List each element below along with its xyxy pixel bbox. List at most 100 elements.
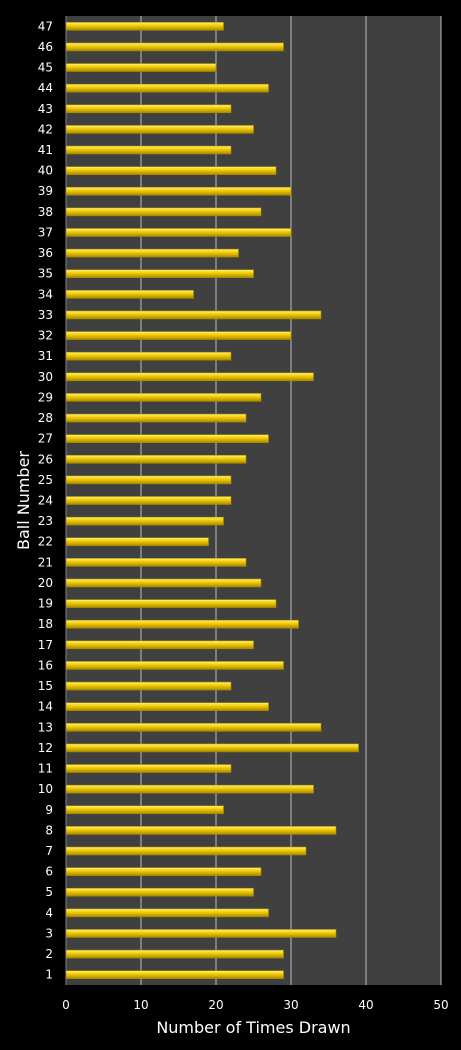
y-tick-label: 31: [38, 349, 53, 363]
bar-ball-12: [65, 743, 359, 753]
y-tick-label: 41: [38, 143, 53, 157]
y-tick-label: 21: [38, 555, 53, 569]
y-tick-label: 9: [45, 803, 53, 817]
bar-ball-1: [65, 970, 284, 979]
y-tick-label: 45: [38, 61, 53, 75]
y-tick-label: 2: [45, 947, 53, 961]
bar-ball-39: [65, 186, 292, 196]
x-tick-label: 0: [62, 998, 70, 1012]
bar-ball-19: [65, 599, 277, 608]
x-tick-label: 40: [358, 998, 373, 1012]
y-tick-label: 24: [38, 494, 53, 508]
bar-ball-40: [65, 166, 277, 175]
bar-ball-16: [65, 661, 284, 670]
y-tick-label: 32: [38, 329, 53, 343]
bar-ball-24: [65, 496, 232, 505]
bar-ball-35: [65, 269, 254, 279]
y-tick-label: 17: [38, 638, 53, 652]
bar-ball-37: [65, 228, 292, 237]
y-tick-label: 33: [38, 308, 53, 322]
y-tick-label: 36: [38, 246, 53, 260]
bar-ball-10: [65, 784, 314, 794]
y-tick-label: 38: [38, 205, 53, 219]
y-tick-label: 16: [38, 658, 53, 672]
y-tick-label: 29: [38, 390, 53, 404]
y-tick-label: 6: [45, 865, 53, 879]
y-tick-label: 42: [38, 122, 53, 136]
bar-ball-4: [65, 908, 269, 918]
bar-ball-42: [65, 125, 254, 134]
y-axis-title: Ball Number: [14, 451, 33, 550]
y-tick-label: 3: [45, 926, 53, 940]
x-tick-label: 10: [133, 998, 148, 1012]
bar-ball-45: [65, 63, 217, 72]
y-tick-label: 8: [45, 823, 53, 837]
y-tick-label: 25: [38, 473, 53, 487]
bar-ball-31: [65, 351, 232, 361]
bar-ball-29: [65, 393, 262, 402]
y-tick-label: 39: [38, 184, 53, 198]
y-tick-label: 40: [38, 164, 53, 178]
y-tick-label: 11: [38, 762, 53, 776]
bar-ball-18: [65, 619, 299, 629]
bar-ball-32: [65, 331, 292, 340]
bar-ball-20: [65, 578, 262, 588]
bar-ball-33: [65, 310, 322, 320]
y-tick-label: 47: [38, 19, 53, 33]
bar-ball-34: [65, 290, 194, 299]
y-tick-label: 4: [45, 906, 53, 920]
bar-ball-5: [65, 887, 254, 897]
y-tick-label: 37: [38, 225, 53, 239]
bar-ball-3: [65, 929, 337, 938]
y-tick-labels: 1234567891011121314151617181920212223242…: [38, 19, 53, 981]
bars: [65, 22, 359, 979]
y-tick-label: 26: [38, 452, 53, 466]
y-tick-label: 15: [38, 679, 53, 693]
y-tick-label: 34: [38, 287, 53, 301]
bar-ball-9: [65, 805, 224, 815]
bar-ball-27: [65, 434, 269, 443]
y-tick-label: 28: [38, 411, 53, 425]
y-tick-label: 44: [38, 81, 53, 95]
y-tick-label: 30: [38, 370, 53, 384]
y-tick-label: 13: [38, 720, 53, 734]
bar-ball-6: [65, 867, 262, 876]
bar-ball-25: [65, 475, 232, 485]
bar-ball-46: [65, 42, 284, 52]
x-tick-label: 20: [208, 998, 223, 1012]
bar-ball-17: [65, 640, 254, 650]
bar-ball-47: [65, 22, 224, 31]
bar-ball-22: [65, 537, 209, 547]
x-axis-title: Number of Times Drawn: [156, 1018, 350, 1037]
bar-ball-23: [65, 516, 224, 526]
y-tick-label: 20: [38, 576, 53, 590]
y-tick-label: 12: [38, 741, 53, 755]
y-tick-label: 22: [38, 535, 53, 549]
bar-ball-11: [65, 764, 232, 773]
bar-ball-13: [65, 722, 322, 732]
y-tick-label: 23: [38, 514, 53, 528]
y-tick-label: 43: [38, 102, 53, 116]
y-tick-label: 46: [38, 40, 53, 54]
bar-ball-26: [65, 454, 247, 464]
y-tick-label: 10: [38, 782, 53, 796]
bar-ball-43: [65, 104, 232, 114]
bar-ball-41: [65, 145, 232, 155]
y-tick-label: 18: [38, 617, 53, 631]
x-tick-label: 30: [283, 998, 298, 1012]
y-tick-label: 35: [38, 267, 53, 281]
bar-ball-8: [65, 826, 337, 835]
bar-ball-15: [65, 681, 232, 691]
bar-ball-7: [65, 846, 307, 856]
bar-ball-2: [65, 949, 284, 959]
bar-ball-21: [65, 558, 247, 567]
y-tick-label: 5: [45, 885, 53, 899]
bar-ball-36: [65, 248, 239, 258]
y-tick-label: 14: [38, 700, 53, 714]
bar-ball-38: [65, 207, 262, 217]
bar-ball-28: [65, 413, 247, 423]
bar-ball-30: [65, 372, 314, 382]
x-tick-labels: 0 10 20 30 40 50: [62, 998, 448, 1012]
y-tick-label: 7: [45, 844, 53, 858]
